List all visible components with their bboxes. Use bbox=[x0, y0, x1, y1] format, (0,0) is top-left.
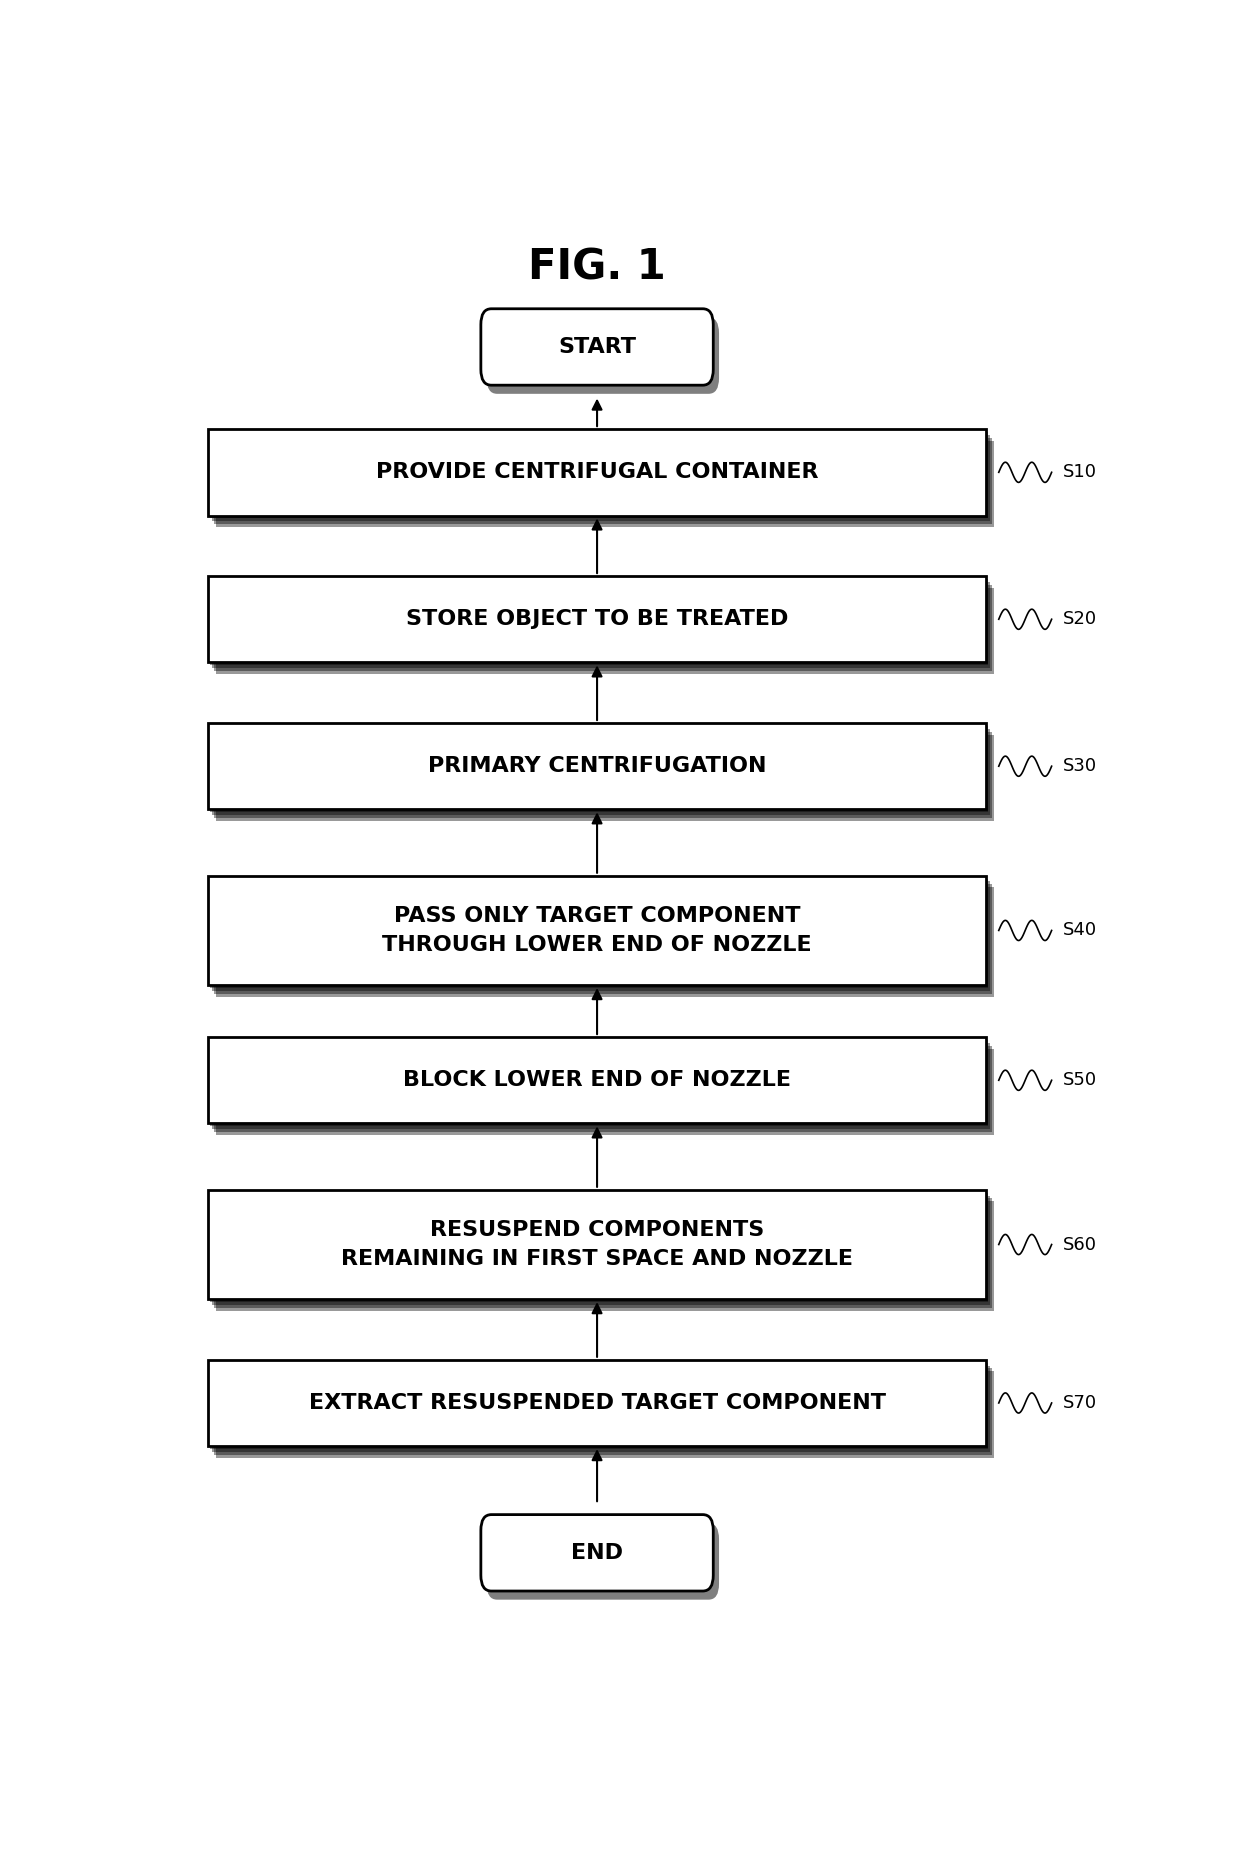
FancyBboxPatch shape bbox=[216, 442, 994, 528]
FancyBboxPatch shape bbox=[212, 1196, 990, 1306]
FancyBboxPatch shape bbox=[210, 1040, 988, 1126]
FancyBboxPatch shape bbox=[208, 722, 986, 810]
FancyBboxPatch shape bbox=[216, 735, 994, 821]
Text: RESUSPEND COMPONENTS
REMAINING IN FIRST SPACE AND NOZZLE: RESUSPEND COMPONENTS REMAINING IN FIRST … bbox=[341, 1220, 853, 1269]
FancyBboxPatch shape bbox=[213, 1199, 992, 1308]
FancyBboxPatch shape bbox=[208, 1360, 986, 1446]
FancyBboxPatch shape bbox=[486, 1523, 719, 1600]
FancyBboxPatch shape bbox=[481, 1516, 713, 1590]
Text: S60: S60 bbox=[1063, 1235, 1097, 1254]
FancyBboxPatch shape bbox=[216, 1048, 994, 1136]
FancyBboxPatch shape bbox=[208, 576, 986, 662]
FancyBboxPatch shape bbox=[213, 586, 992, 672]
Text: PROVIDE CENTRIFUGAL CONTAINER: PROVIDE CENTRIFUGAL CONTAINER bbox=[376, 462, 818, 483]
FancyBboxPatch shape bbox=[216, 887, 994, 997]
Text: BLOCK LOWER END OF NOZZLE: BLOCK LOWER END OF NOZZLE bbox=[403, 1070, 791, 1091]
FancyBboxPatch shape bbox=[216, 1371, 994, 1458]
FancyBboxPatch shape bbox=[486, 318, 719, 393]
FancyBboxPatch shape bbox=[481, 309, 713, 385]
FancyBboxPatch shape bbox=[213, 1368, 992, 1456]
FancyBboxPatch shape bbox=[208, 876, 986, 986]
Text: S40: S40 bbox=[1063, 921, 1097, 939]
FancyBboxPatch shape bbox=[212, 1042, 990, 1130]
Text: START: START bbox=[558, 337, 636, 357]
FancyBboxPatch shape bbox=[213, 438, 992, 524]
FancyBboxPatch shape bbox=[210, 432, 988, 518]
FancyBboxPatch shape bbox=[212, 881, 990, 992]
FancyBboxPatch shape bbox=[212, 582, 990, 668]
Text: PRIMARY CENTRIFUGATION: PRIMARY CENTRIFUGATION bbox=[428, 756, 766, 776]
FancyBboxPatch shape bbox=[210, 1192, 988, 1302]
Text: S70: S70 bbox=[1063, 1394, 1097, 1413]
FancyBboxPatch shape bbox=[213, 1046, 992, 1132]
FancyBboxPatch shape bbox=[212, 1366, 990, 1452]
Text: EXTRACT RESUSPENDED TARGET COMPONENT: EXTRACT RESUSPENDED TARGET COMPONENT bbox=[309, 1394, 885, 1413]
Text: S20: S20 bbox=[1063, 610, 1097, 629]
Text: S30: S30 bbox=[1063, 758, 1097, 775]
FancyBboxPatch shape bbox=[216, 587, 994, 674]
FancyBboxPatch shape bbox=[208, 1190, 986, 1298]
FancyBboxPatch shape bbox=[213, 885, 992, 994]
FancyBboxPatch shape bbox=[210, 726, 988, 812]
FancyBboxPatch shape bbox=[212, 434, 990, 522]
Text: FIG. 1: FIG. 1 bbox=[528, 247, 666, 288]
FancyBboxPatch shape bbox=[212, 730, 990, 816]
FancyBboxPatch shape bbox=[216, 1201, 994, 1312]
Text: STORE OBJECT TO BE TREATED: STORE OBJECT TO BE TREATED bbox=[405, 610, 789, 629]
FancyBboxPatch shape bbox=[208, 1037, 986, 1123]
FancyBboxPatch shape bbox=[213, 732, 992, 818]
FancyBboxPatch shape bbox=[210, 879, 988, 988]
FancyBboxPatch shape bbox=[208, 428, 986, 516]
Text: END: END bbox=[572, 1544, 622, 1562]
Text: S10: S10 bbox=[1063, 464, 1097, 481]
Text: S50: S50 bbox=[1063, 1072, 1097, 1089]
Text: PASS ONLY TARGET COMPONENT
THROUGH LOWER END OF NOZZLE: PASS ONLY TARGET COMPONENT THROUGH LOWER… bbox=[382, 906, 812, 956]
FancyBboxPatch shape bbox=[210, 578, 988, 666]
FancyBboxPatch shape bbox=[210, 1362, 988, 1450]
